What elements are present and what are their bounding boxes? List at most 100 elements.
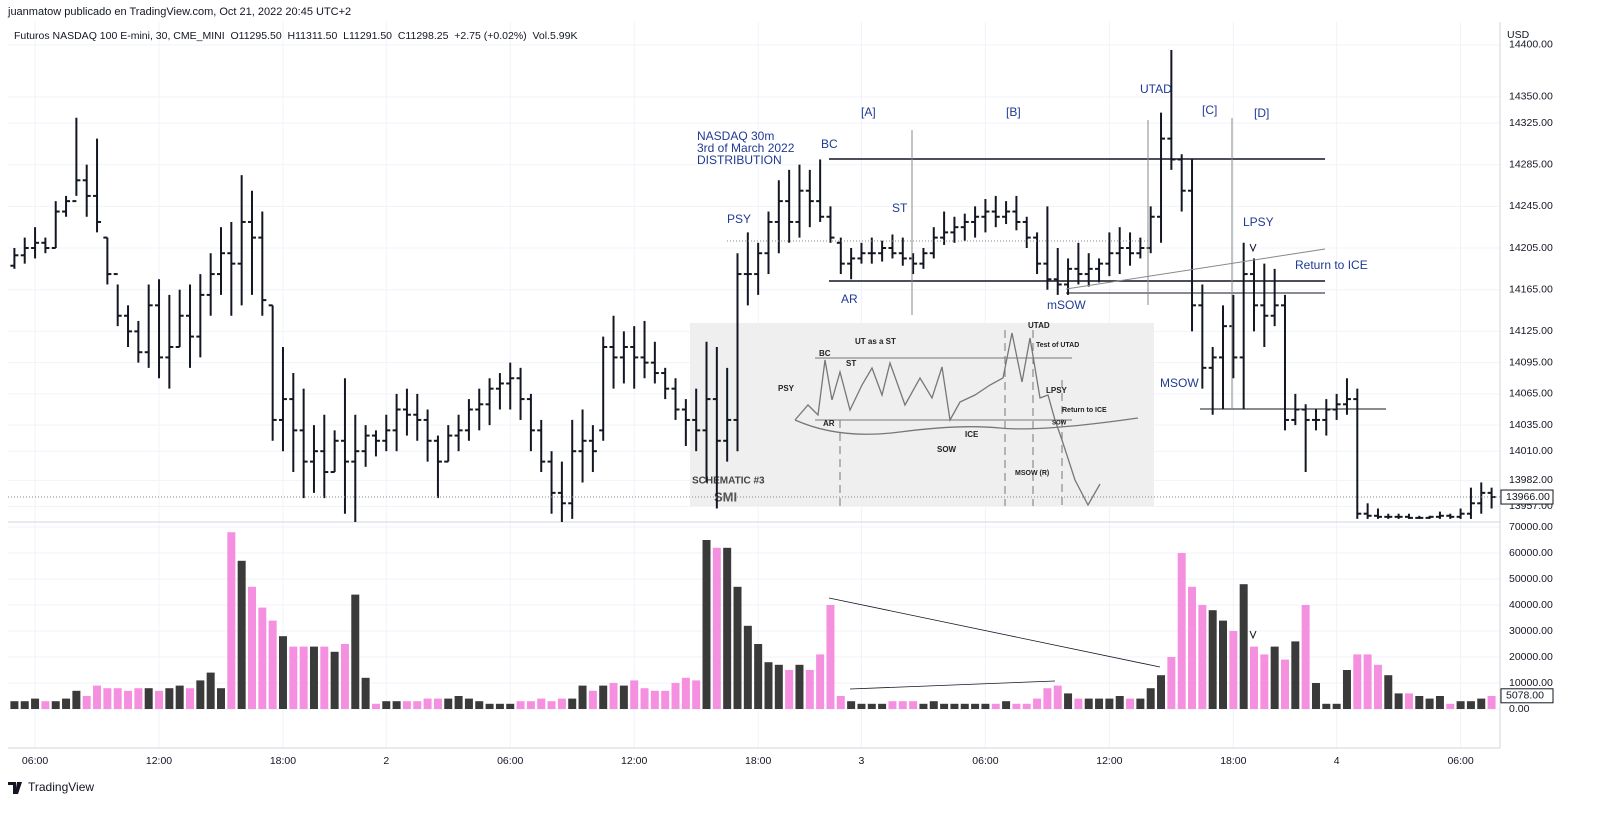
volume-bar <box>1167 657 1176 709</box>
volume-bar <box>1115 696 1124 709</box>
annotation: BC <box>821 137 838 151</box>
y-tick-label: 14205.00 <box>1509 242 1553 254</box>
y-tick-label: 13982.00 <box>1509 474 1553 486</box>
volume-bar <box>371 703 380 709</box>
volume-bar <box>898 701 907 709</box>
schematic-label: ICE <box>965 430 979 439</box>
volume-bar <box>919 703 928 709</box>
volume-bar <box>31 698 40 709</box>
volume-bar <box>1415 696 1424 709</box>
inset-path <box>794 332 1101 507</box>
volume-bar <box>929 701 938 709</box>
volume-bar <box>475 701 484 709</box>
volume-bar <box>1394 693 1403 709</box>
y2-tick-label: 0.00 <box>1509 703 1530 715</box>
x-tick-label: 06:00 <box>972 755 998 767</box>
volume-bar <box>227 532 236 709</box>
schematic-inset: UT as a ST BC ST PSY AR ICE SOW UTAD Tes… <box>690 321 1154 507</box>
volume-bar <box>1012 703 1021 709</box>
schematic-label: Test of UTAD <box>1036 342 1079 349</box>
volume-bar <box>278 636 287 709</box>
volume-bar <box>557 698 566 709</box>
volume-bar <box>1043 688 1052 709</box>
y-tick-label: 14095.00 <box>1509 356 1553 368</box>
drawings <box>727 118 1386 690</box>
annotation: [C] <box>1202 103 1217 117</box>
volume-bar <box>382 701 391 709</box>
volume-bar <box>1208 610 1217 709</box>
schematic-label: UTAD <box>1028 321 1050 330</box>
x-tick-label: 12:00 <box>146 755 172 767</box>
volume-bar <box>361 677 370 709</box>
volume-bar <box>1466 701 1475 709</box>
volume-bar <box>816 654 825 709</box>
axes: 14400.00 14350.00 14325.00 14285.00 14245.00… <box>8 39 1554 767</box>
volume-bar <box>1373 664 1382 709</box>
x-tick-label: 06:00 <box>1447 755 1473 767</box>
annotation: NASDAQ 30m <box>697 129 774 143</box>
volume-bar <box>878 703 887 709</box>
volume-bar <box>1311 683 1320 709</box>
annotation: UTAD <box>1140 82 1172 96</box>
volume-bar <box>1074 698 1083 709</box>
y-tick-label: 14125.00 <box>1509 325 1553 337</box>
volume-bar <box>155 690 164 709</box>
volume-bar <box>1053 685 1062 709</box>
volume-bar <box>1095 698 1104 709</box>
volume-bar <box>599 685 608 709</box>
volume-bar <box>1136 698 1145 709</box>
x-tick-label: 18:00 <box>270 755 296 767</box>
volume-bar <box>93 685 102 709</box>
annotation: Return to ICE <box>1295 258 1368 272</box>
volume-bar <box>785 670 794 709</box>
volume-bar <box>10 701 19 709</box>
schematic-label: UT as a ST <box>855 337 896 346</box>
volume-bar <box>1425 698 1434 709</box>
volume-bar <box>289 646 298 709</box>
last-volume-box <box>1500 688 1554 704</box>
volume-bar <box>309 646 318 709</box>
arrow <box>849 680 1056 690</box>
volume-bar <box>909 701 918 709</box>
volume-bar <box>857 703 866 709</box>
volume-bar <box>103 688 112 709</box>
x-tick-label: 3 <box>859 755 865 767</box>
volume-bar <box>1188 586 1197 709</box>
volume-bar <box>1250 646 1258 709</box>
annotation: [D] <box>1254 106 1269 120</box>
volume-bar <box>1033 698 1042 709</box>
y2-tick-label: 20000.00 <box>1509 651 1553 663</box>
volume-bar <box>1477 698 1486 709</box>
volume-bar <box>1002 701 1011 709</box>
y-tick-label: 14010.00 <box>1509 445 1553 457</box>
y-tick-label: 14165.00 <box>1509 283 1553 295</box>
volume-bar <box>1157 675 1166 709</box>
schematic-label: Return to ICE <box>1062 407 1107 414</box>
x-tick-label: 18:00 <box>745 755 771 767</box>
volume-bar <box>413 701 422 709</box>
volume-bar <box>423 698 432 709</box>
volume-bar <box>888 701 897 709</box>
volume-bar <box>444 698 453 709</box>
volume-bar <box>1198 605 1207 709</box>
last-volume-label: 5078.00 <box>1506 690 1544 702</box>
x-tick-label: 2 <box>383 755 389 767</box>
schematic-label: AR <box>823 419 835 428</box>
volume-bar <box>640 688 649 709</box>
y2-tick-label: 40000.00 <box>1509 599 1553 611</box>
volume-bar <box>1219 620 1228 709</box>
volume-bar <box>454 696 463 709</box>
y-tick-label: 14065.00 <box>1509 388 1553 400</box>
volume-bar <box>351 594 360 709</box>
volume-bar <box>330 651 339 709</box>
x-tick-label: 18:00 <box>1220 755 1246 767</box>
volume-bar <box>258 607 267 709</box>
schematic-label: MSOW (R) <box>1015 470 1049 477</box>
volume-bar <box>247 586 256 709</box>
volume-bar <box>1384 675 1393 709</box>
volume-bars <box>10 532 1496 709</box>
annotation: 3rd of March 2022 <box>697 141 795 155</box>
volume-bar <box>299 646 308 709</box>
last-price-label: 13966.00 <box>1506 491 1550 503</box>
